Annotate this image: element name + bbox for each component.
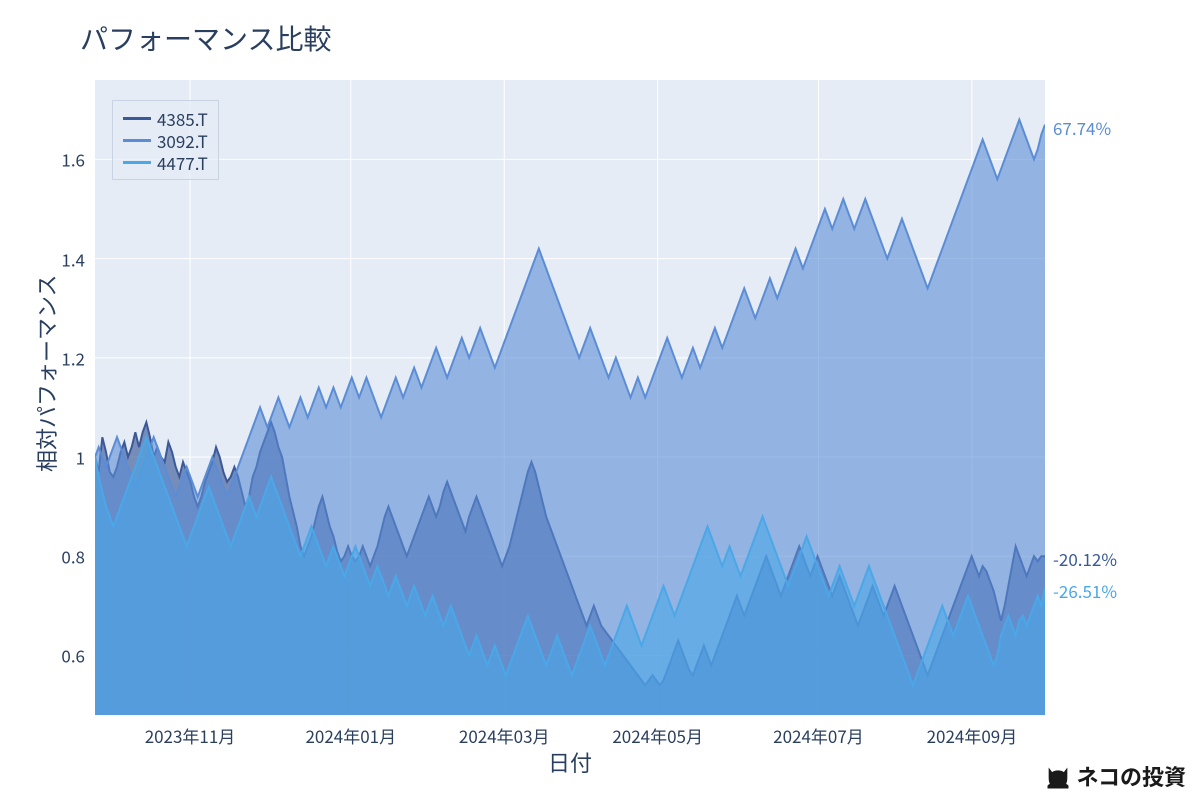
legend-item[interactable]: 4477.T (123, 151, 208, 173)
legend: 4385.T3092.T4477.T (112, 100, 219, 180)
x-tick-label: 2024年03月 (459, 723, 550, 748)
series-end-label: -20.12% (1053, 546, 1117, 571)
cat-icon (1044, 764, 1072, 792)
x-tick-label: 2023年11月 (145, 723, 236, 748)
chart-title: パフォーマンス比較 (80, 18, 331, 58)
legend-swatch (123, 161, 151, 164)
watermark: ネコの投資 (1044, 760, 1186, 792)
y-tick-label: 1 (0, 445, 85, 470)
performance-chart: パフォーマンス比較相対パフォーマンス日付0.60.811.21.41.62023… (0, 0, 1200, 800)
x-tick-label: 2024年05月 (612, 723, 703, 748)
series-end-label: 67.74% (1053, 115, 1111, 140)
legend-label: 4477.T (157, 150, 208, 175)
series-end-label: -26.51% (1053, 578, 1117, 603)
legend-item[interactable]: 3092.T (123, 129, 208, 151)
legend-swatch (123, 139, 151, 142)
x-tick-label: 2024年09月 (927, 723, 1018, 748)
watermark-text: ネコの投資 (1076, 760, 1186, 792)
y-tick-label: 1.6 (0, 147, 85, 172)
y-tick-label: 0.6 (0, 643, 85, 668)
x-tick-label: 2024年07月 (773, 723, 864, 748)
x-tick-label: 2024年01月 (305, 723, 396, 748)
legend-item[interactable]: 4385.T (123, 107, 208, 129)
y-tick-label: 0.8 (0, 544, 85, 569)
legend-swatch (123, 117, 151, 120)
y-tick-label: 1.2 (0, 345, 85, 370)
y-tick-label: 1.4 (0, 246, 85, 271)
